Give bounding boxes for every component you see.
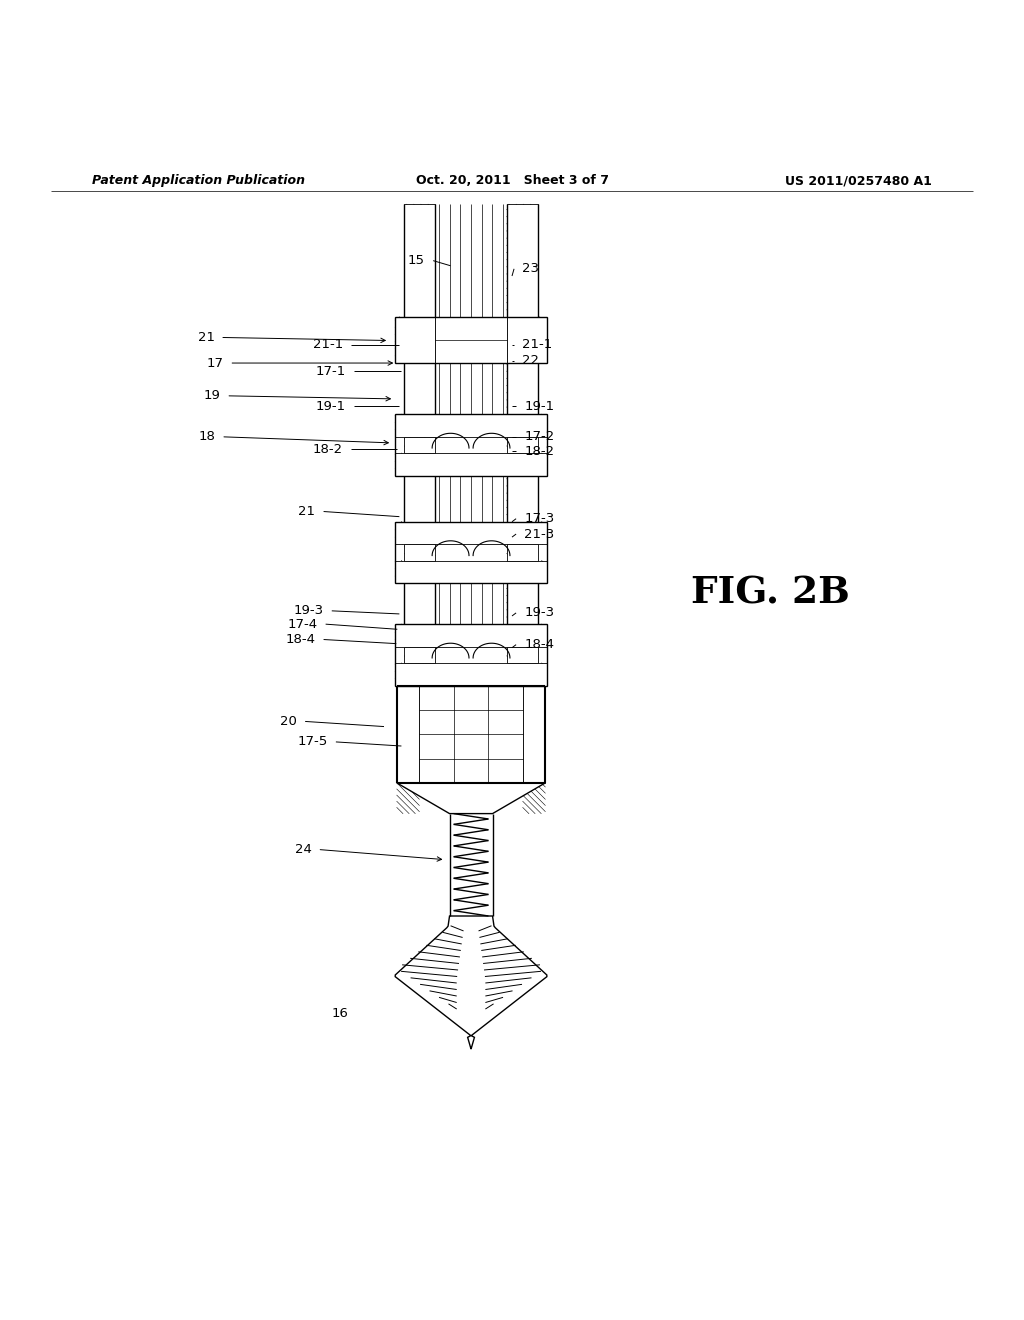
Polygon shape: [397, 783, 545, 813]
Bar: [507, 317, 547, 363]
Text: 17-1: 17-1: [315, 364, 346, 378]
Text: 23: 23: [522, 263, 540, 276]
Text: 19-3: 19-3: [294, 605, 324, 618]
Bar: [522, 685, 545, 783]
Text: 17-4: 17-4: [288, 618, 317, 631]
Bar: [404, 544, 435, 561]
Bar: [507, 437, 538, 453]
Text: 18-4: 18-4: [524, 638, 554, 651]
Bar: [507, 647, 538, 663]
Text: Patent Application Publication: Patent Application Publication: [92, 174, 305, 187]
Text: 21-3: 21-3: [524, 528, 555, 541]
Bar: [420, 685, 523, 783]
Text: 16: 16: [332, 1007, 348, 1020]
Text: 21: 21: [198, 331, 215, 345]
Bar: [395, 624, 547, 647]
Text: 18-2: 18-2: [313, 442, 343, 455]
Bar: [404, 437, 435, 453]
Polygon shape: [395, 916, 547, 1049]
Text: 19-1: 19-1: [316, 400, 346, 413]
Bar: [404, 583, 435, 624]
Bar: [395, 561, 547, 583]
Text: 22: 22: [522, 355, 540, 367]
Text: 17-3: 17-3: [524, 512, 555, 525]
Text: 21-1: 21-1: [522, 338, 553, 351]
Text: 19-1: 19-1: [524, 400, 554, 413]
Text: 17-5: 17-5: [297, 735, 328, 748]
Bar: [395, 414, 547, 437]
Bar: [404, 475, 435, 521]
Bar: [395, 317, 435, 363]
Bar: [507, 583, 538, 624]
Text: FIG. 2B: FIG. 2B: [691, 576, 850, 612]
Text: 21: 21: [298, 506, 315, 517]
Text: 17: 17: [206, 356, 223, 370]
Text: 18-4: 18-4: [286, 634, 315, 645]
Bar: [397, 685, 420, 783]
Bar: [404, 647, 435, 663]
Bar: [395, 663, 547, 685]
Bar: [507, 205, 538, 317]
Text: 18-2: 18-2: [524, 445, 554, 458]
Bar: [404, 205, 435, 317]
Text: 24: 24: [296, 843, 312, 855]
Text: 17-2: 17-2: [524, 430, 555, 444]
Bar: [507, 475, 538, 521]
Bar: [395, 521, 547, 544]
Text: 19: 19: [204, 389, 220, 403]
Bar: [507, 363, 538, 414]
Bar: [395, 453, 547, 475]
Bar: [435, 317, 507, 363]
Text: 15: 15: [408, 255, 425, 267]
Text: 20: 20: [281, 715, 297, 727]
Text: US 2011/0257480 A1: US 2011/0257480 A1: [785, 174, 932, 187]
Text: 21-1: 21-1: [312, 338, 343, 351]
Text: 18: 18: [199, 430, 215, 444]
Bar: [404, 363, 435, 414]
Text: Oct. 20, 2011   Sheet 3 of 7: Oct. 20, 2011 Sheet 3 of 7: [416, 174, 608, 187]
Text: 19-3: 19-3: [524, 606, 554, 619]
Bar: [507, 544, 538, 561]
